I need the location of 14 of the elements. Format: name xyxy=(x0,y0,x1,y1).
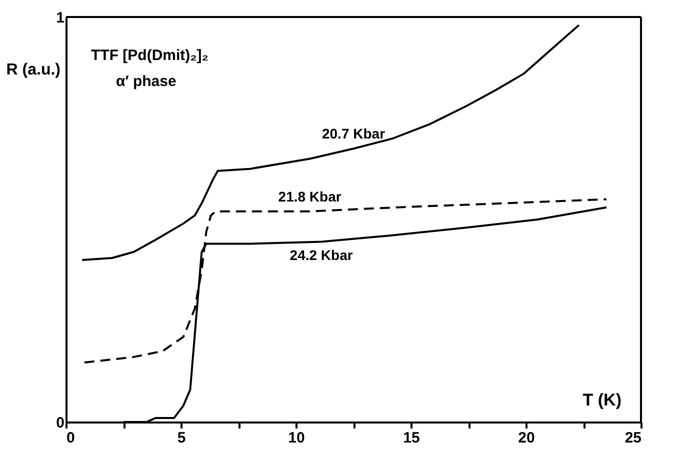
x-tick-label: 20 xyxy=(518,430,535,446)
annotation: α′ phase xyxy=(116,73,176,90)
series-label: 21.8 Kbar xyxy=(278,188,342,204)
annotation: TTF [Pd(Dmit)₂]₂ xyxy=(91,47,208,64)
x-axis-title: T (K) xyxy=(582,390,622,410)
series-label: 20.7 Kbar xyxy=(322,126,386,142)
series-label: 24.2 Kbar xyxy=(290,246,354,263)
y-axis-title: R (a.u.) xyxy=(6,62,60,78)
x-tick-label: 25 xyxy=(624,430,642,446)
x-tick-label: 5 xyxy=(177,430,186,446)
y-tick-label: 1 xyxy=(56,10,64,26)
x-tick-label: 10 xyxy=(288,430,305,446)
x-tick-label: 15 xyxy=(403,430,420,446)
x-tick-label: 0 xyxy=(66,430,75,446)
